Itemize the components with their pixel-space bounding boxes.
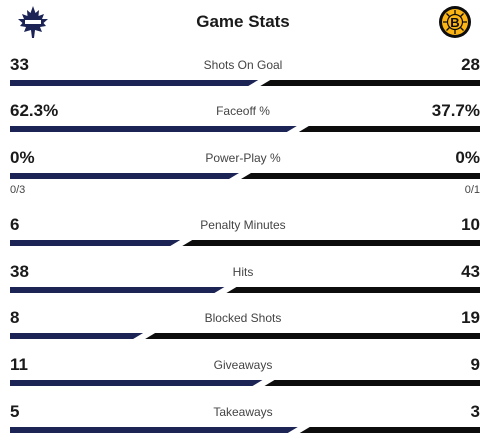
stat-label: Shots On Goal (203, 58, 283, 72)
home-value: 62.3% (10, 101, 59, 120)
stat-label: Faceoff % (216, 104, 270, 118)
home-share-bar (10, 333, 144, 339)
away-share-bar (264, 380, 480, 386)
stats-header: Game Stats B (0, 0, 486, 46)
away-value: 37.7% (431, 101, 480, 120)
away-share-bar (241, 173, 480, 179)
away-value: 3 (470, 402, 480, 421)
home-share-bar (10, 380, 263, 386)
stat-bar (10, 80, 480, 86)
stat-bar (10, 126, 480, 132)
away-share-bar (182, 240, 480, 246)
stat-bar (10, 427, 480, 433)
stat-label: Power-Play % (205, 151, 281, 165)
home-value: 6 (10, 215, 20, 234)
away-share-bar (299, 427, 480, 433)
away-value: 10 (461, 215, 480, 234)
stat-row-power-play: 0% Power-Play % 0% 0/3 0/1 (0, 148, 486, 196)
home-share-bar (10, 80, 259, 86)
away-share-bar (298, 126, 480, 132)
stat-bar (10, 333, 480, 339)
away-value: 43 (461, 262, 480, 281)
maple-leafs-logo-icon (18, 6, 48, 38)
home-share-bar (10, 240, 181, 246)
stat-row-penalty-minutes: 6 Penalty Minutes 10 (0, 215, 486, 261)
home-value: 38 (10, 262, 29, 281)
stat-row-giveaways: 11 Giveaways 9 (0, 355, 486, 401)
stat-label: Blocked Shots (204, 311, 282, 325)
svg-text:B: B (450, 15, 459, 30)
home-sub-value: 0/3 (10, 184, 26, 196)
stat-label: Penalty Minutes (200, 218, 286, 232)
stat-label: Takeaways (213, 405, 273, 419)
away-value: 28 (461, 55, 480, 74)
home-value: 5 (10, 402, 20, 421)
home-value: 11 (10, 355, 28, 374)
stat-bar (10, 173, 480, 179)
away-value: 9 (470, 355, 480, 374)
page-title: Game Stats (196, 12, 290, 31)
away-share-bar (145, 333, 480, 339)
away-share-bar (226, 287, 480, 293)
stat-bar (10, 380, 480, 386)
stat-row-shots-on-goal: 33 Shots On Goal 28 (0, 55, 486, 101)
home-share-bar (10, 126, 297, 132)
stat-bar (10, 240, 480, 246)
home-share-bar (10, 173, 239, 179)
stat-label: Hits (232, 265, 254, 279)
away-sub-value: 0/1 (464, 184, 480, 196)
stat-row-blocked-shots: 8 Blocked Shots 19 (0, 308, 486, 354)
home-share-bar (10, 427, 298, 433)
stat-row-hits: 38 Hits 43 (0, 262, 486, 308)
stat-row-takeaways: 5 Takeaways 3 (0, 402, 486, 448)
stat-row-faceoff: 62.3% Faceoff % 37.7% (0, 101, 486, 147)
stat-bar (10, 287, 480, 293)
away-value: 19 (461, 308, 480, 327)
away-share-bar (260, 80, 480, 86)
away-value: 0% (455, 148, 480, 167)
home-value: 33 (10, 55, 29, 74)
home-share-bar (10, 287, 225, 293)
home-value: 0% (10, 148, 35, 167)
home-value: 8 (10, 308, 20, 327)
stat-label: Giveaways (213, 358, 273, 372)
bruins-logo-icon: B (439, 6, 471, 38)
